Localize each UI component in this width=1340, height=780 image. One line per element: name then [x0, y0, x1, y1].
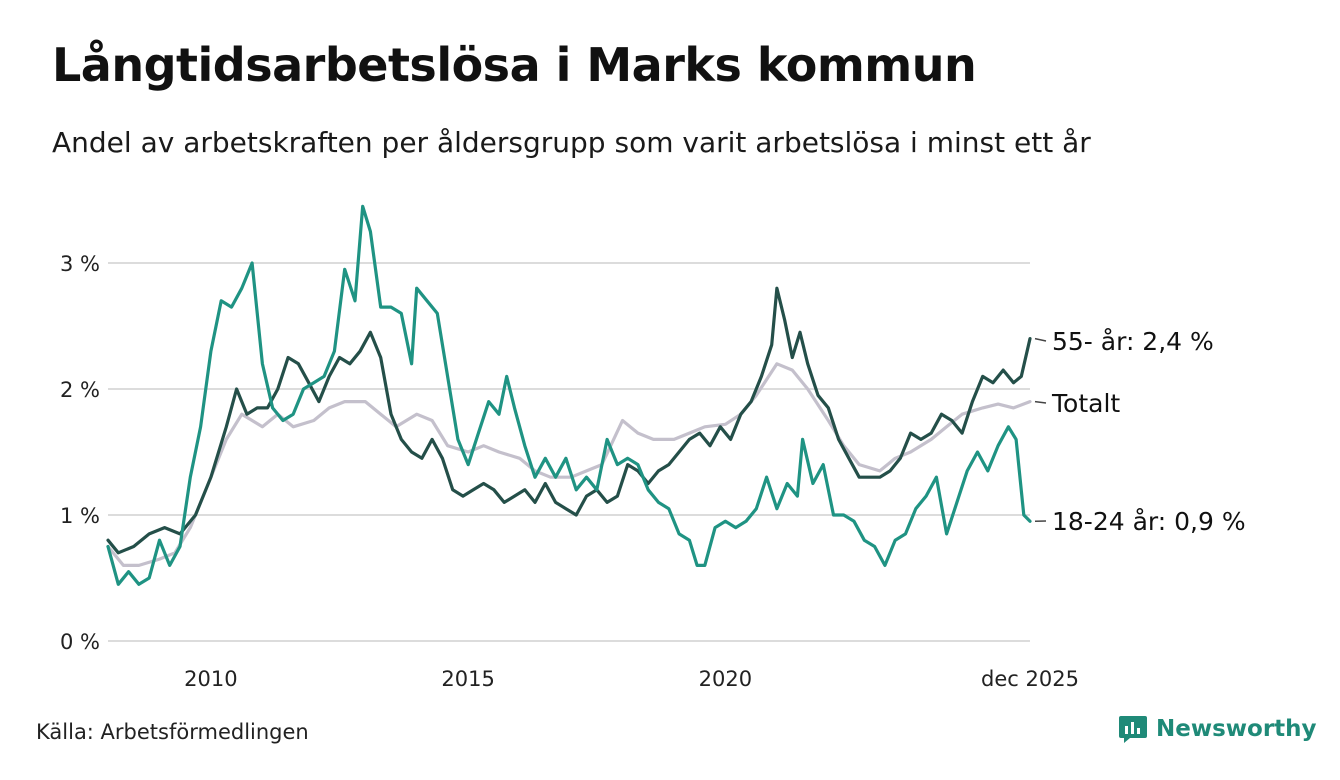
- series-line-55-plus: [106, 286, 1032, 555]
- brand-logo[interactable]: Newsworthy: [1118, 714, 1317, 744]
- series-end-label: 18-24 år: 0,9 %: [1052, 507, 1246, 536]
- source-note: Källa: Arbetsförmedlingen: [36, 720, 309, 744]
- chart-subtitle: Andel av arbetskraften per åldersgrupp s…: [52, 126, 1091, 159]
- y-tick-label: 3 %: [60, 252, 100, 276]
- end-label-connector: [1034, 337, 1047, 342]
- series-lines: [106, 204, 1032, 586]
- series-line-18-24: [106, 204, 1032, 586]
- series-end-label: 55- år: 2,4 %: [1052, 327, 1214, 356]
- y-tick-label: 0 %: [60, 630, 100, 654]
- series-end-labels: Totalt 55- år: 2,4 % 18-24 år: 0,9 %: [1034, 327, 1246, 536]
- x-tick-label: 2020: [699, 667, 752, 691]
- x-tick-label: dec 2025: [981, 667, 1079, 691]
- x-tick-label: 2015: [441, 667, 494, 691]
- y-tick-label: 2 %: [60, 378, 100, 402]
- x-tick-label: 2010: [184, 667, 237, 691]
- grid: [108, 262, 1030, 642]
- y-axis-labels: 0 % 1 % 2 % 3 %: [60, 252, 100, 654]
- series-end-label: Totalt: [1051, 389, 1120, 418]
- end-label-connector: [1034, 400, 1047, 404]
- bar-chart-logo-icon: [1119, 716, 1147, 743]
- chart-title: Långtidsarbetslösa i Marks kommun: [52, 38, 977, 92]
- y-tick-label: 1 %: [60, 504, 100, 528]
- brand-name: Newsworthy: [1156, 716, 1317, 742]
- x-axis-labels: 2010 2015 2020 dec 2025: [184, 667, 1079, 691]
